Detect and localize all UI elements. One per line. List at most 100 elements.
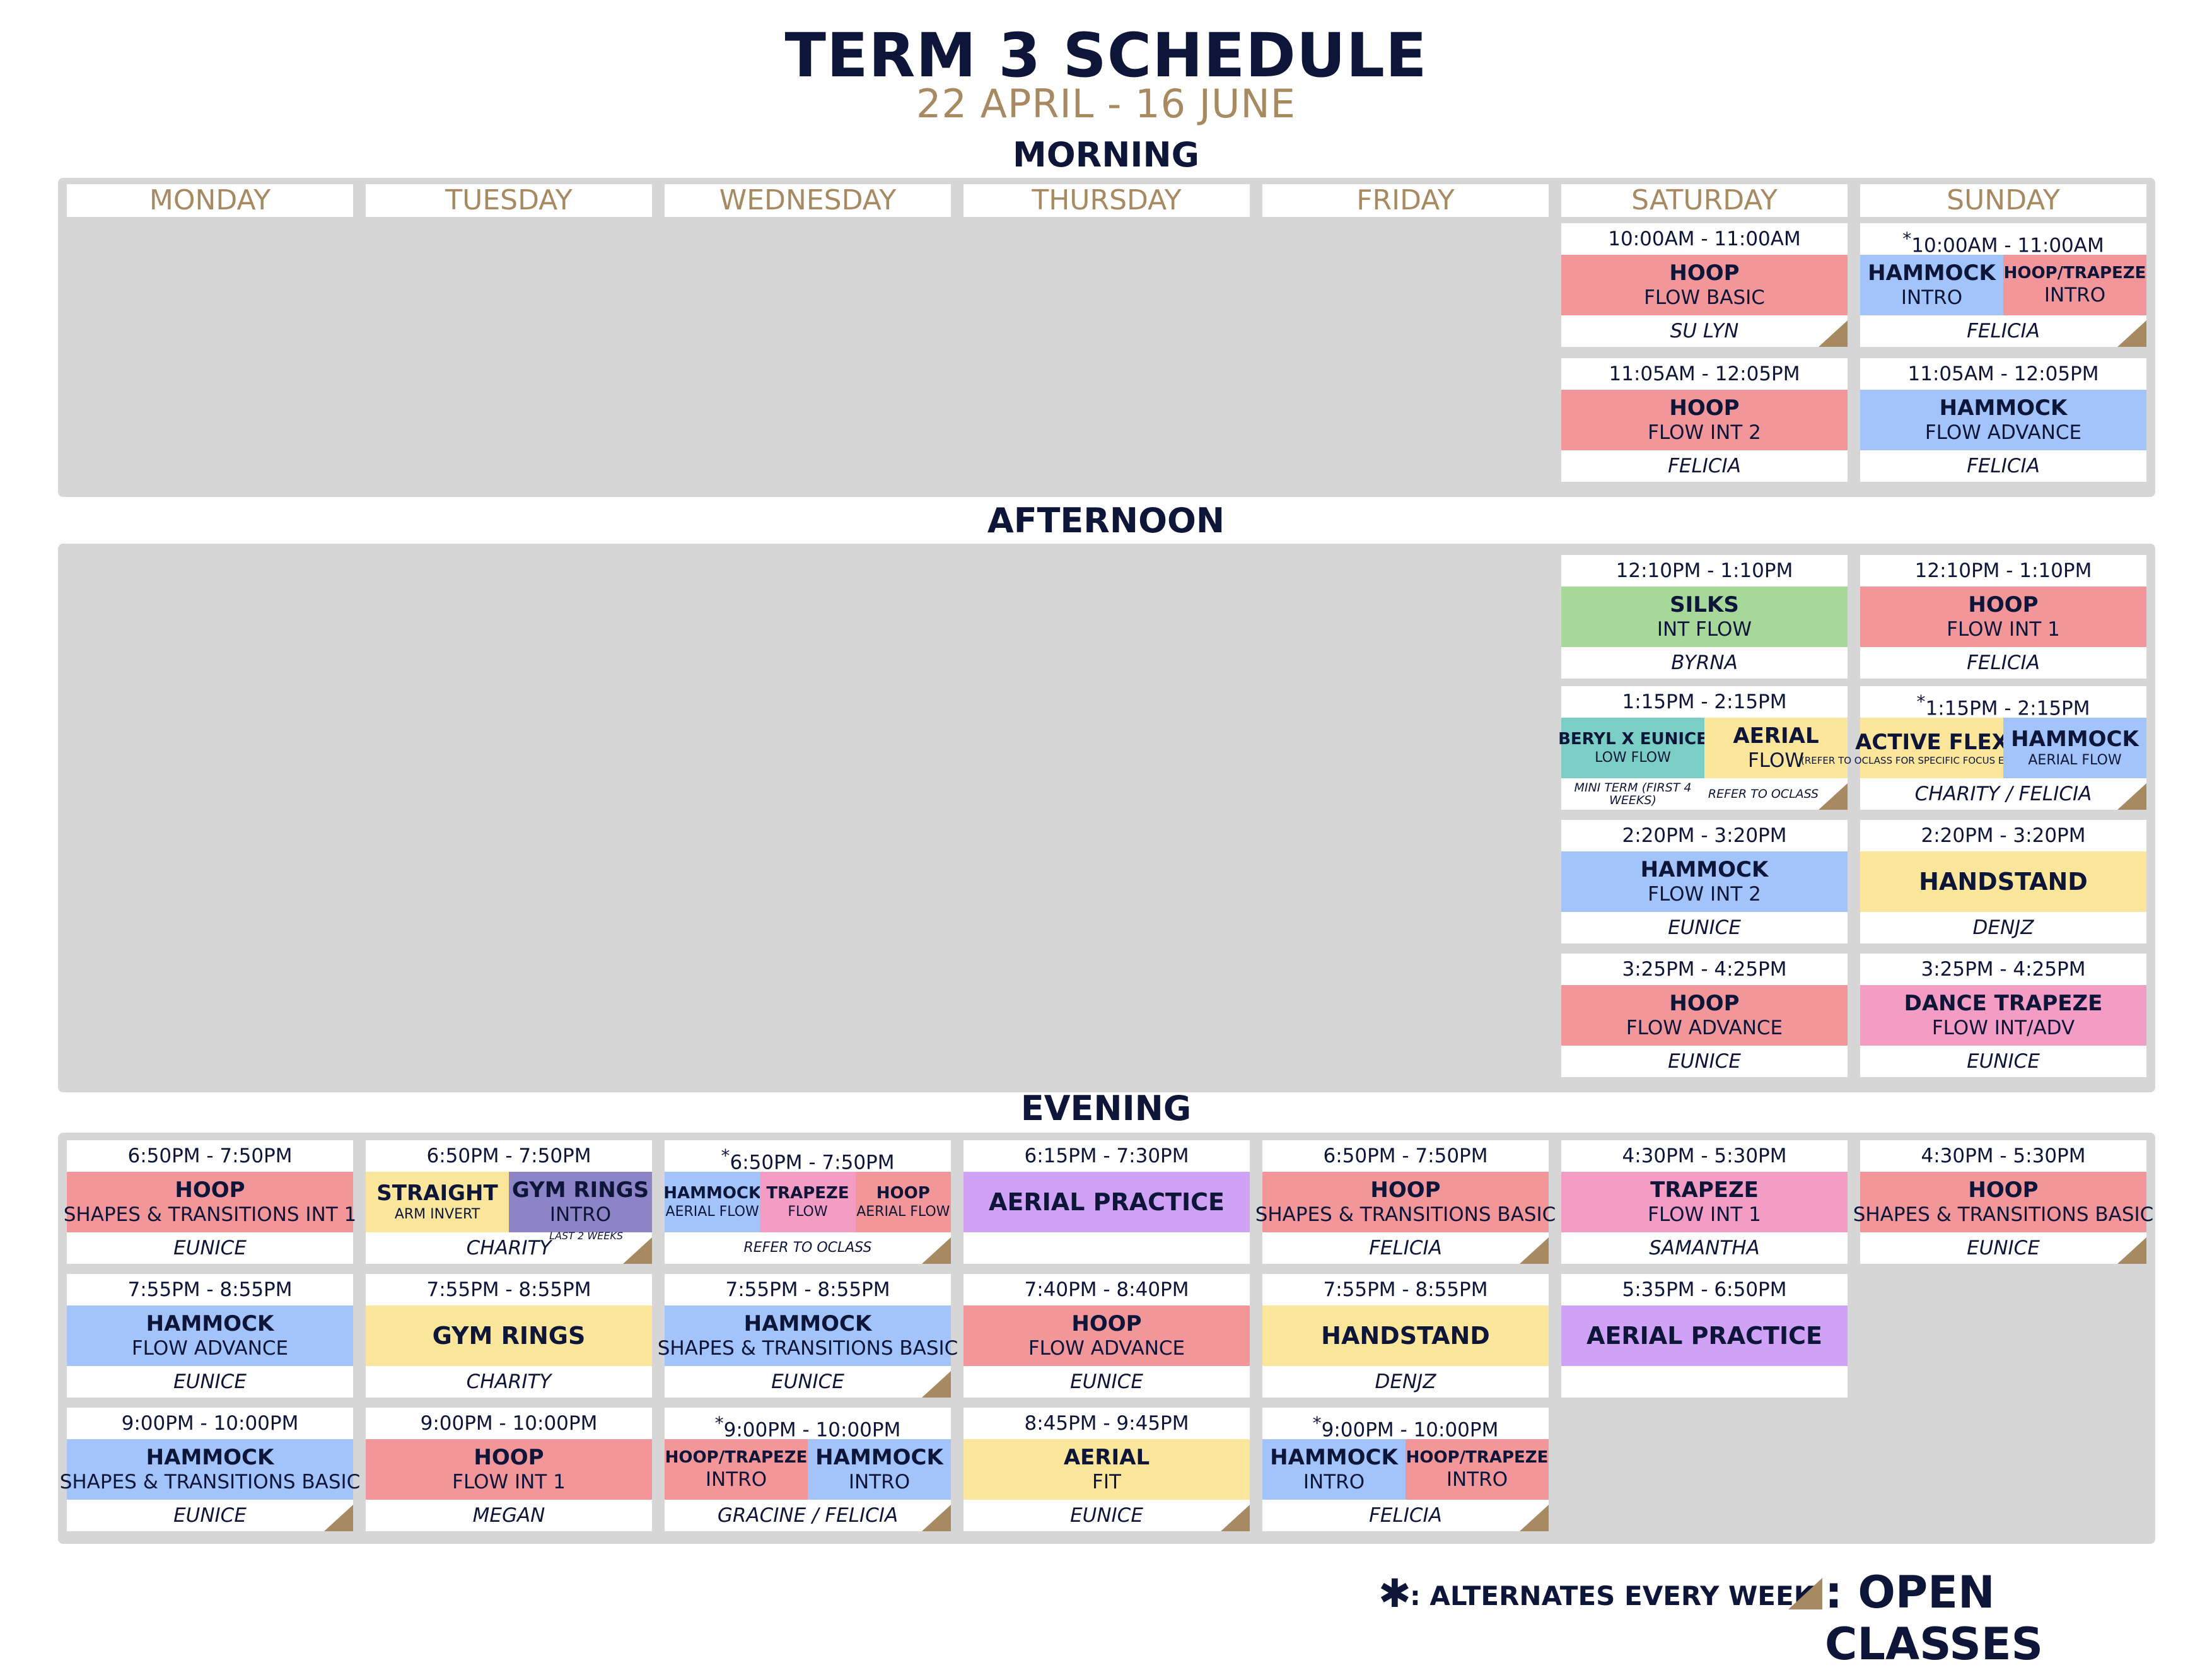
class-name: HOOP xyxy=(1669,991,1740,1016)
class-band: DANCE TRAPEZE FLOW INT/ADV xyxy=(1860,985,2146,1046)
class-level: SHAPES & TRANSITIONS INT 1 xyxy=(63,1203,357,1226)
class-band: HOOP/TRAPEZE INTRO HAMMOCK INTRO xyxy=(665,1439,951,1500)
class-card[interactable]: 11:05AM - 12:05PM HOOP FLOW INT 2 FELICIA xyxy=(1561,358,1848,482)
class-time-text: 6:50PM - 7:50PM xyxy=(426,1145,591,1167)
class-name: HAMMOCK xyxy=(743,1311,872,1336)
open-class-icon xyxy=(623,1237,652,1264)
class-name: AERIAL xyxy=(1063,1445,1150,1470)
class-card[interactable]: 1:15PM - 2:15PM BERYL X EUNICE LOW FLOW AER… xyxy=(1558,686,1848,810)
day-header-wednesday: WEDNESDAY xyxy=(665,184,951,217)
class-segment: BERYL X EUNICE LOW FLOW xyxy=(1558,718,1708,778)
class-time-text: 9:00PM - 10:00PM xyxy=(1321,1418,1499,1442)
class-time-text: 7:55PM - 8:55PM xyxy=(426,1278,591,1301)
class-band: HAMMOCK INTRO HOOP/TRAPEZE INTRO xyxy=(1262,1439,1549,1500)
class-card[interactable]: 2:20PM - 3:20PM HAMMOCK FLOW INT 2 EUNICE xyxy=(1561,820,1848,943)
class-level: FLOW ADVANCE xyxy=(1626,1017,1783,1039)
class-name: AERIAL xyxy=(1733,723,1819,749)
class-segment: HAMMOCK SHAPES & TRANSITIONS BASIC xyxy=(60,1439,360,1500)
class-card[interactable]: 6:50PM - 7:50PM STRAIGHT ARM INVERT GYM RIN… xyxy=(366,1140,652,1264)
class-name: AERIAL PRACTICE xyxy=(989,1188,1225,1216)
class-instructor: FELICIA xyxy=(1369,1504,1442,1527)
class-instructor: FELICIA xyxy=(1369,1237,1442,1259)
class-card[interactable]: 11:05AM - 12:05PM HAMMOCK FLOW ADVANCE FELI… xyxy=(1860,358,2146,482)
class-card[interactable]: 7:55PM - 8:55PM HANDSTAND DENJZ xyxy=(1262,1274,1549,1398)
class-note: REFER TO OCLASS xyxy=(1708,787,1819,801)
class-card[interactable]: 7:55PM - 8:55PM HAMMOCK SHAPES & TRANSITIO… xyxy=(658,1274,958,1398)
class-level: FLOW INT 1 xyxy=(452,1471,566,1493)
class-name: HANDSTAND xyxy=(1919,868,2088,896)
class-time-text: 9:00PM - 10:00PM xyxy=(723,1418,901,1442)
class-time: 12:10PM - 1:10PM xyxy=(1561,555,1848,587)
class-time-text: 6:50PM - 7:50PM xyxy=(730,1151,895,1174)
class-segment: DANCE TRAPEZE FLOW INT/ADV xyxy=(1860,985,2146,1046)
open-class-icon xyxy=(1819,783,1848,810)
class-card[interactable]: 10:00AM - 11:00AM HOOP FLOW BASIC SU LYN xyxy=(1561,223,1848,347)
class-card[interactable]: 7:55PM - 8:55PM GYM RINGS CHARITY xyxy=(366,1274,652,1398)
class-card[interactable]: 7:55PM - 8:55PM HAMMOCK FLOW ADVANCE EUNICE xyxy=(67,1274,353,1398)
class-card[interactable]: *9:00PM - 10:00PM HOOP/TRAPEZE INTRO HAMMOC… xyxy=(665,1408,951,1531)
alternates-asterisk-icon: * xyxy=(1312,1413,1322,1434)
class-card[interactable]: 12:10PM - 1:10PM HOOP FLOW INT 1 FELICIA xyxy=(1860,555,2146,679)
class-time: 7:40PM - 8:40PM xyxy=(963,1274,1250,1305)
class-instructor: GRACINE / FELICIA xyxy=(717,1504,899,1527)
class-band: HAMMOCK FLOW ADVANCE xyxy=(1860,390,2146,450)
class-card[interactable]: 3:25PM - 4:25PM HOOP FLOW ADVANCE EUNICE xyxy=(1561,954,1848,1077)
class-card[interactable]: *1:15PM - 2:15PM ACTIVE FLEX (REFER TO OCL… xyxy=(1801,686,2146,810)
class-instructor: EUNICE xyxy=(1070,1370,1143,1393)
class-card[interactable]: 2:20PM - 3:20PM HANDSTAND DENJZ xyxy=(1860,820,2146,943)
class-band: HOOP SHAPES & TRANSITIONS BASIC xyxy=(1853,1172,2153,1232)
class-time: 2:20PM - 3:20PM xyxy=(1561,820,1848,851)
class-card[interactable]: 3:25PM - 4:25PM DANCE TRAPEZE FLOW INT/ADV… xyxy=(1860,954,2146,1077)
class-name: ACTIVE FLEX xyxy=(1855,730,2008,755)
class-time: 6:15PM - 7:30PM xyxy=(963,1140,1250,1172)
class-instructor: FELICIA xyxy=(1967,651,2040,674)
class-level: SHAPES & TRANSITIONS BASIC xyxy=(1255,1203,1556,1226)
class-instructor: EUNICE xyxy=(173,1370,247,1393)
class-card[interactable]: 8:45PM - 9:45PM AERIAL FIT EUNICE xyxy=(963,1408,1250,1531)
open-class-icon xyxy=(2117,320,2146,347)
class-instructor: CHARITY xyxy=(466,1237,552,1259)
class-band: HOOP FLOW BASIC xyxy=(1561,255,1848,315)
class-time: 4:30PM - 5:30PM xyxy=(1860,1140,2146,1172)
class-instructor: EUNICE xyxy=(1668,1050,1741,1073)
class-time-text: 4:30PM - 5:30PM xyxy=(1921,1145,2086,1167)
class-card[interactable]: 6:50PM - 7:50PM HOOP SHAPES & TRANSITIONS … xyxy=(1255,1140,1556,1264)
class-instructor: EUNICE xyxy=(1668,916,1741,939)
class-level: (REFER TO OCLASS FOR SPECIFIC FOCUS EVER… xyxy=(1801,755,2063,766)
class-name: HAMMOCK xyxy=(146,1311,274,1336)
class-band: HANDSTAND xyxy=(1262,1305,1549,1366)
class-card[interactable]: 9:00PM - 10:00PM HAMMOCK SHAPES & TRANSITI… xyxy=(60,1408,360,1531)
class-segment: HOOP/TRAPEZE INTRO xyxy=(2003,255,2146,315)
class-name: HAMMOCK xyxy=(815,1445,943,1470)
class-name: HOOP xyxy=(1669,395,1740,421)
class-card[interactable]: 6:50PM - 7:50PM HOOP SHAPES & TRANSITIONS … xyxy=(64,1140,356,1264)
class-band: TRAPEZE FLOW INT 1 xyxy=(1561,1172,1848,1232)
class-band: HOOP FLOW ADVANCE xyxy=(963,1305,1250,1366)
class-time: 8:45PM - 9:45PM xyxy=(963,1408,1250,1439)
class-band: HAMMOCK FLOW INT 2 xyxy=(1561,851,1848,912)
class-card[interactable]: 4:30PM - 5:30PM TRAPEZE FLOW INT 1 SAMANTHA xyxy=(1561,1140,1848,1264)
class-segment: AERIAL FLOW xyxy=(1704,718,1848,778)
class-name: HOOP/TRAPEZE xyxy=(1406,1448,1549,1467)
class-segment: HOOP AERIAL FLOW xyxy=(855,1172,951,1232)
class-card[interactable]: 7:40PM - 8:40PM HOOP FLOW ADVANCE EUNICE xyxy=(963,1274,1250,1398)
class-card[interactable]: 6:15PM - 7:30PM AERIAL PRACTICE xyxy=(963,1140,1250,1264)
class-name: STRAIGHT xyxy=(376,1181,498,1206)
class-instructor: EUNICE xyxy=(173,1504,247,1527)
class-card[interactable]: 4:30PM - 5:30PM HOOP SHAPES & TRANSITIONS … xyxy=(1853,1140,2153,1264)
class-card[interactable]: 12:10PM - 1:10PM SILKS INT FLOW BYRNA xyxy=(1561,555,1848,679)
class-card[interactable]: 9:00PM - 10:00PM HOOP FLOW INT 1 MEGAN xyxy=(366,1408,652,1531)
class-segment: HOOP SHAPES & TRANSITIONS INT 1 xyxy=(64,1172,356,1232)
class-instructor: CHARITY xyxy=(466,1370,552,1393)
class-time-text: 11:05AM - 12:05PM xyxy=(1609,363,1800,385)
class-level: FLOW INT 2 xyxy=(1648,883,1761,906)
class-card[interactable]: 5:35PM - 6:50PM AERIAL PRACTICE xyxy=(1561,1274,1848,1398)
class-instructor: BYRNA xyxy=(1671,651,1738,674)
class-card[interactable]: *10:00AM - 11:00AM HAMMOCK INTRO HOOP/TRAPE… xyxy=(1860,223,2146,347)
class-name: HOOP xyxy=(1968,1177,2039,1203)
class-card[interactable]: *9:00PM - 10:00PM HAMMOCK INTRO HOOP/TRAPEZ… xyxy=(1262,1408,1549,1531)
class-card[interactable]: *6:50PM - 7:50PM HAMMOCK AERIAL FLOW TRAPEZ… xyxy=(663,1140,951,1264)
class-name: BERYL X EUNICE xyxy=(1558,730,1708,749)
class-time: *9:00PM - 10:00PM xyxy=(665,1408,951,1442)
day-header-saturday: SATURDAY xyxy=(1561,184,1848,217)
